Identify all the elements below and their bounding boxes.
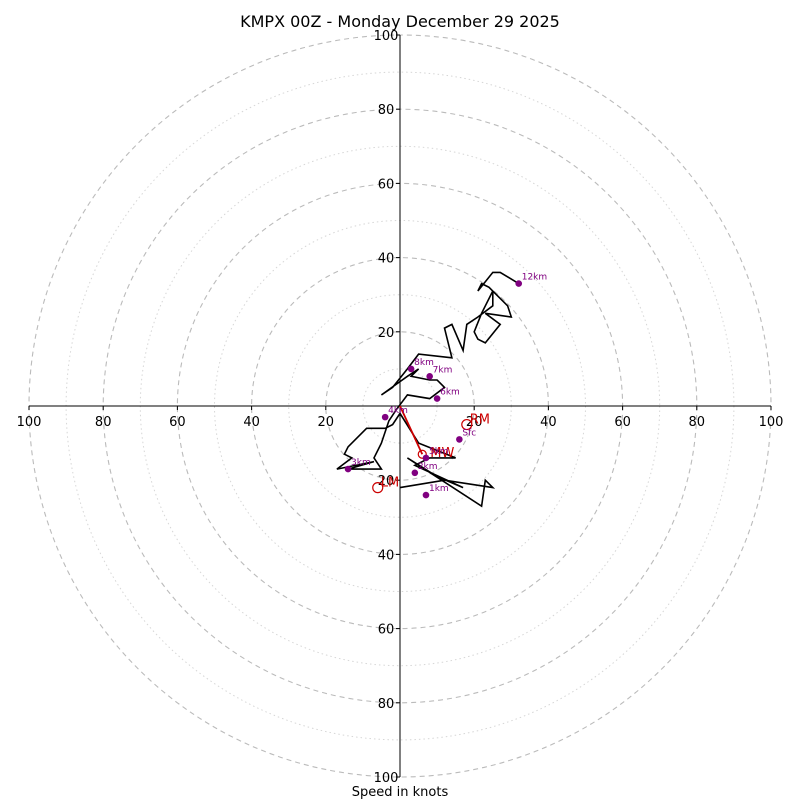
mean-wind-marker (417, 449, 427, 459)
y-tick-label: 80 (378, 103, 395, 118)
x-tick-label: 60 (169, 415, 186, 430)
height-marker (456, 436, 463, 443)
height-marker (515, 280, 523, 287)
y-tick-label: 60 (378, 177, 395, 192)
x-tick-label: 40 (540, 415, 557, 430)
x-tick-label: 80 (689, 415, 706, 430)
height-label: 5km (429, 447, 449, 457)
height-label: 2km (418, 462, 438, 472)
y-tick-label: 20 (378, 326, 395, 341)
y-tick-label: 100 (374, 771, 399, 786)
height-label: 12km (522, 273, 547, 283)
mean-wind: MW (399, 405, 454, 461)
x-tick-label: 20 (318, 415, 335, 430)
hodograph-trace-line (336, 271, 520, 508)
mean-wind-vector (399, 405, 424, 455)
height-marker (344, 465, 352, 473)
height-marker (433, 395, 441, 402)
storm-motion-markers: RM LM (372, 413, 490, 494)
chart-title: KMPX 00Z - Monday December 29 2025 (240, 12, 560, 31)
height-label: 1km (429, 484, 449, 494)
y-tick-label: 100 (374, 29, 399, 44)
storm-motion-label: LM (381, 476, 399, 491)
x-tick-label: 20 (466, 415, 483, 430)
height-label: 4km (388, 406, 408, 416)
height-marker (422, 454, 430, 462)
height-marker (422, 491, 430, 499)
wind-trace (336, 271, 520, 508)
x-tick-label: 40 (243, 415, 260, 430)
x-tick-label: 100 (759, 415, 784, 430)
height-marker (426, 373, 433, 380)
storm-motion-label: RM (470, 413, 490, 428)
tick-labels: 100 80 60 40 20 20 40 60 80 100100806040202040608… (17, 29, 784, 786)
height-label: 6km (440, 388, 460, 398)
y-tick-label: 80 (378, 697, 395, 712)
x-tick-label: 80 (95, 415, 112, 430)
height-marker (411, 469, 419, 477)
y-tick-label: 60 (378, 623, 395, 638)
x-tick-label: 60 (614, 415, 631, 430)
height-marker (407, 365, 415, 373)
storm-motion-marker (461, 418, 473, 431)
height-marker (381, 413, 389, 421)
height-label: 8km (414, 358, 434, 368)
height-label: Sfc (462, 428, 476, 438)
storm-motion-marker (372, 482, 384, 494)
mean-wind-label: MW (430, 446, 454, 461)
height-label: 3km (351, 458, 371, 468)
x-tick-label: 100 (17, 415, 42, 430)
y-tick-label: 40 (378, 252, 395, 267)
y-tick-label: 40 (378, 548, 395, 563)
x-axis-label: Speed in knots (352, 785, 449, 800)
height-label: 7km (433, 365, 453, 375)
